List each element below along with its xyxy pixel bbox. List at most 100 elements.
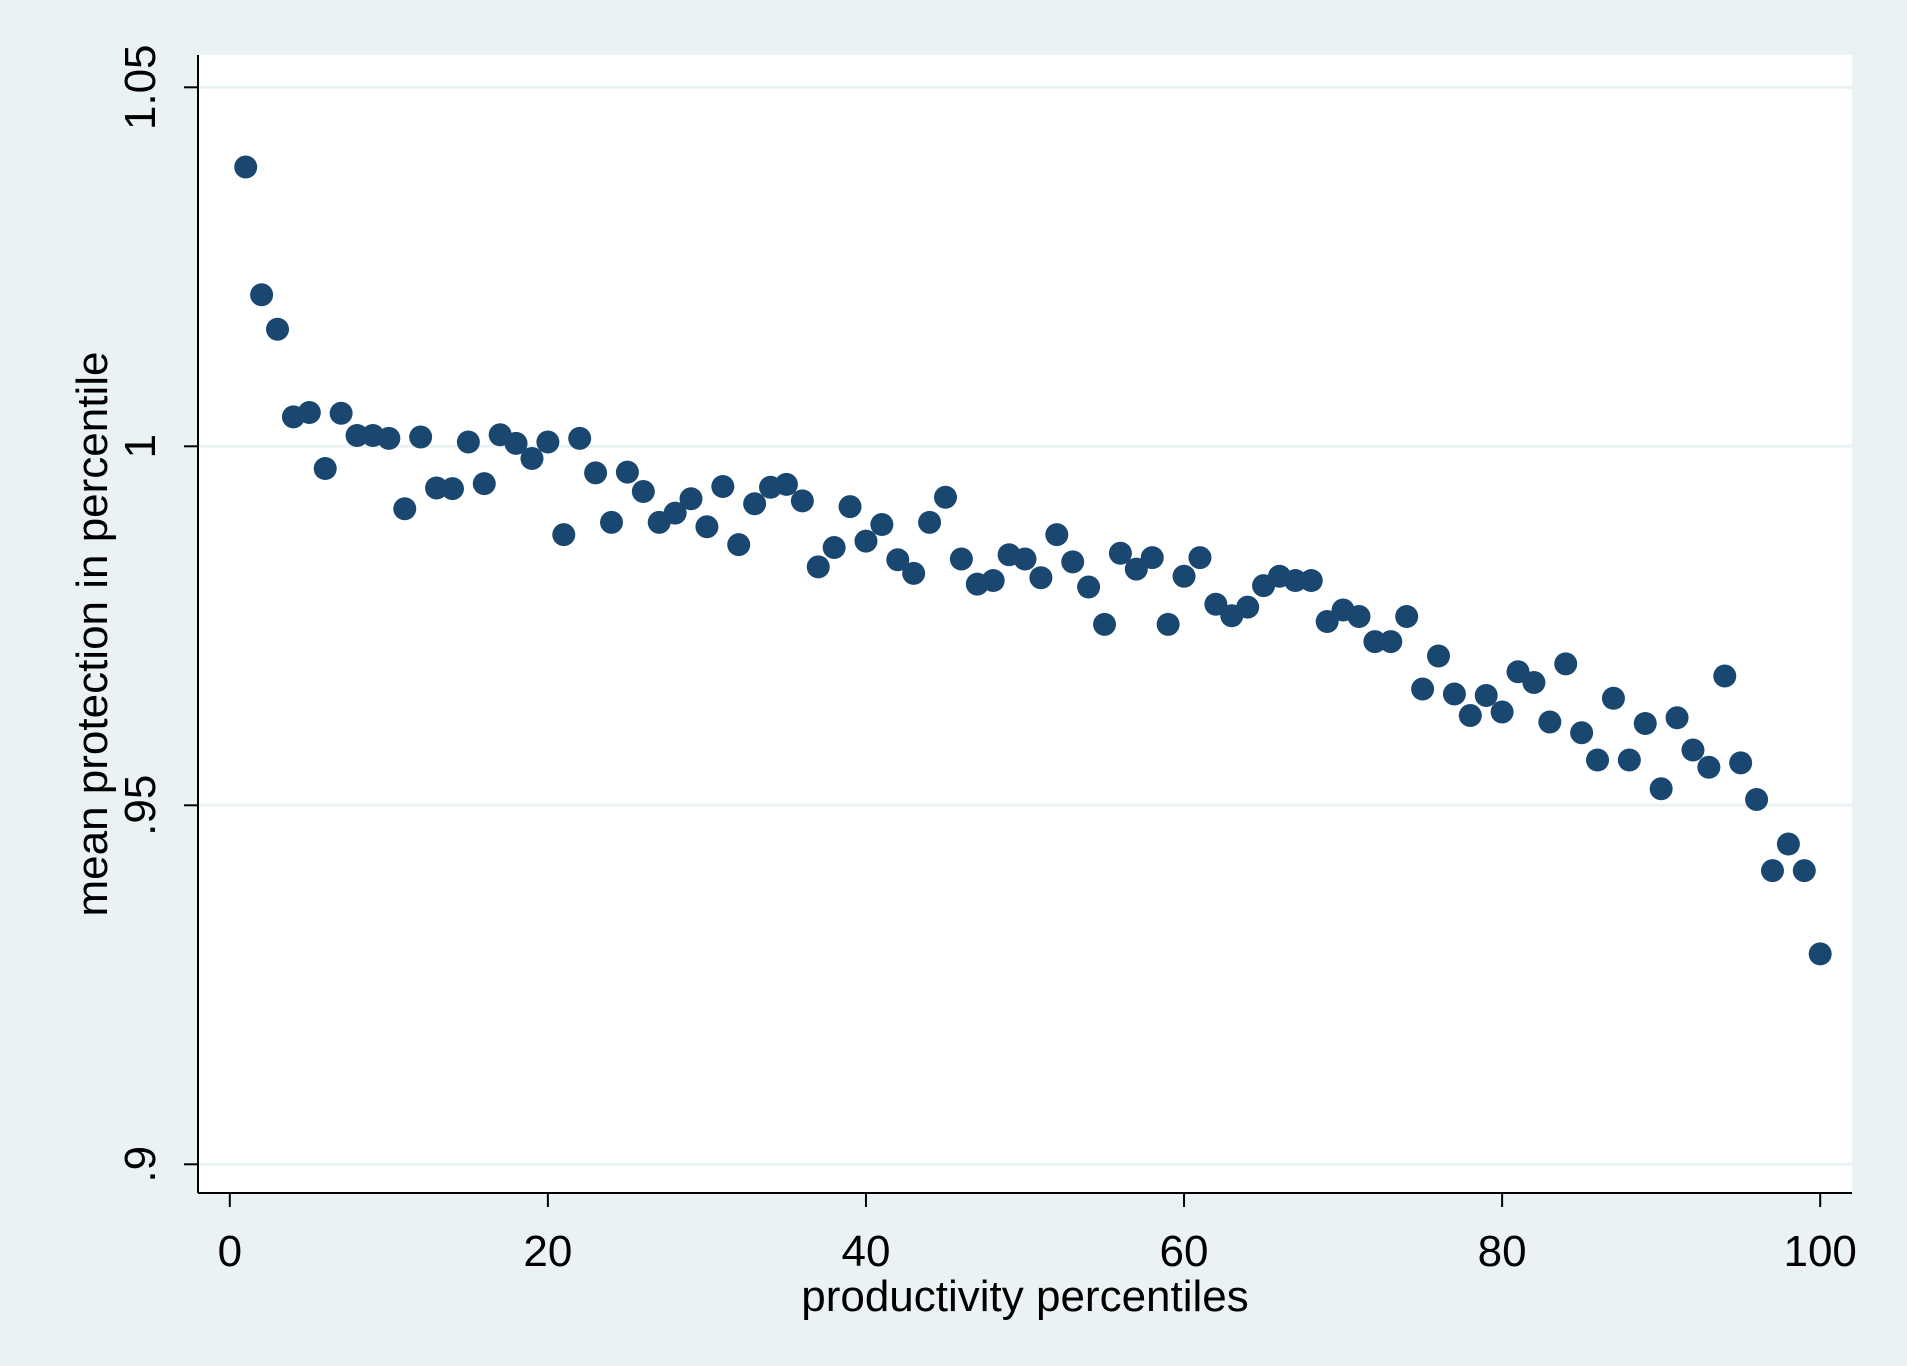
data-point xyxy=(933,485,957,509)
data-point xyxy=(1633,711,1657,735)
data-point xyxy=(1108,541,1132,565)
x-tick-label: 20 xyxy=(523,1227,572,1276)
data-point xyxy=(1713,664,1737,688)
data-point xyxy=(1570,721,1594,745)
data-point xyxy=(440,477,464,501)
data-point xyxy=(1411,677,1435,701)
data-point xyxy=(1045,523,1069,547)
data-point xyxy=(727,533,751,557)
data-point xyxy=(536,430,560,454)
data-point xyxy=(1522,671,1546,695)
data-points xyxy=(234,155,1832,966)
data-point xyxy=(504,431,528,455)
y-axis-title: mean protection in percentile xyxy=(68,352,117,917)
data-point xyxy=(1172,564,1196,588)
data-point xyxy=(600,510,623,534)
y-tick-label: 1.05 xyxy=(116,44,165,130)
data-point xyxy=(568,426,592,450)
data-point xyxy=(1029,566,1053,590)
data-point xyxy=(266,317,290,341)
data-point xyxy=(1442,682,1466,706)
data-point xyxy=(1554,652,1578,676)
data-point xyxy=(1140,546,1164,570)
y-tick-label: 1 xyxy=(116,434,165,458)
data-point xyxy=(663,501,687,525)
data-point xyxy=(377,426,401,450)
data-point xyxy=(1458,704,1482,728)
data-point xyxy=(584,461,608,485)
data-point xyxy=(297,401,321,425)
x-tick-label: 80 xyxy=(1478,1227,1527,1276)
axes: .9 .95 1 1.05 0 20 40 60 80 100 xyxy=(116,44,1857,1276)
y-tick-label: .9 xyxy=(116,1146,165,1183)
data-point xyxy=(774,472,798,496)
data-point xyxy=(1808,942,1832,966)
data-point xyxy=(806,555,830,579)
data-point xyxy=(679,487,703,511)
data-point xyxy=(1283,569,1307,593)
data-point xyxy=(1236,595,1260,619)
data-point xyxy=(1013,547,1037,571)
data-point xyxy=(250,283,274,307)
data-point xyxy=(1490,700,1514,724)
data-point xyxy=(234,155,258,179)
data-point xyxy=(472,472,496,496)
data-point xyxy=(1601,686,1625,710)
x-tick-label: 100 xyxy=(1783,1227,1856,1276)
data-point xyxy=(1697,755,1721,779)
data-point xyxy=(1347,604,1371,628)
data-point xyxy=(1395,604,1419,628)
data-point xyxy=(1617,748,1641,772)
data-point xyxy=(409,425,433,449)
data-point xyxy=(1124,557,1148,581)
data-point xyxy=(1474,683,1498,707)
data-point xyxy=(1077,575,1101,599)
data-point xyxy=(1315,609,1339,633)
data-point xyxy=(1586,748,1610,772)
data-point xyxy=(1649,777,1673,801)
data-point xyxy=(1363,630,1387,654)
data-point xyxy=(1776,832,1800,856)
x-tick-label: 0 xyxy=(218,1227,242,1276)
data-point xyxy=(1379,630,1403,654)
data-point xyxy=(1760,859,1784,883)
data-point xyxy=(870,513,894,537)
data-point xyxy=(520,447,544,471)
data-point xyxy=(1729,751,1753,775)
y-tick-label: .95 xyxy=(116,775,165,836)
data-point xyxy=(918,510,942,534)
data-point xyxy=(631,480,655,504)
data-point xyxy=(902,561,926,585)
data-point xyxy=(743,492,767,516)
data-point xyxy=(790,489,814,513)
data-point xyxy=(345,424,369,448)
data-point xyxy=(949,547,973,571)
data-point xyxy=(1681,738,1705,762)
plot-area xyxy=(198,55,1852,1193)
data-point xyxy=(1061,550,1085,574)
data-point xyxy=(313,457,337,481)
data-point xyxy=(838,495,862,519)
data-point xyxy=(1745,788,1769,812)
data-point xyxy=(1665,706,1689,730)
data-point xyxy=(1538,710,1562,734)
data-point xyxy=(1093,612,1117,636)
data-point xyxy=(552,523,576,547)
data-point xyxy=(886,548,910,572)
data-point xyxy=(456,430,480,454)
data-point xyxy=(695,515,719,539)
data-point xyxy=(1299,569,1323,593)
data-point xyxy=(1427,644,1450,668)
x-tick-label: 60 xyxy=(1160,1227,1209,1276)
data-point xyxy=(854,529,878,553)
data-point xyxy=(393,497,417,521)
x-tick-label: 40 xyxy=(841,1227,890,1276)
data-point xyxy=(981,569,1005,593)
data-point xyxy=(1792,859,1816,883)
data-point xyxy=(1188,546,1212,570)
data-point xyxy=(615,460,639,484)
data-point xyxy=(1156,612,1180,636)
data-point xyxy=(1204,592,1228,616)
